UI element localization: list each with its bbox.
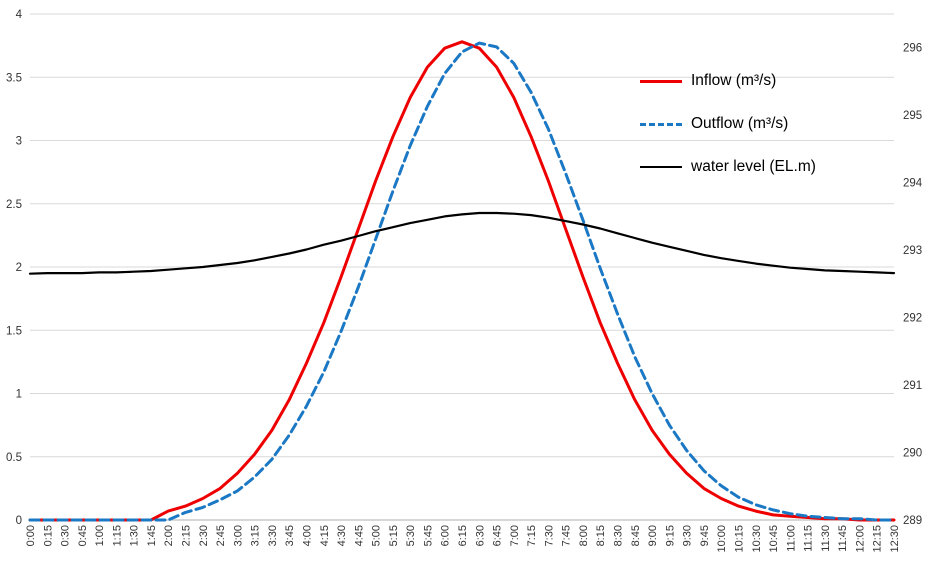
x-axis-label: 7:30 bbox=[543, 525, 555, 546]
x-axis-label: 7:00 bbox=[509, 525, 521, 546]
y-axis-right-label: 294 bbox=[903, 178, 923, 190]
y-axis-right-label: 295 bbox=[903, 110, 922, 122]
x-axis-label: 2:45 bbox=[215, 525, 227, 546]
x-axis-label: 8:15 bbox=[595, 525, 607, 546]
x-axis-label: 2:15 bbox=[181, 525, 193, 546]
y-axis-left-label: 0 bbox=[16, 515, 22, 527]
x-axis-label: 4:45 bbox=[353, 525, 365, 546]
x-axis-label: 3:00 bbox=[232, 525, 244, 546]
x-axis-label: 12:00 bbox=[854, 525, 866, 553]
x-axis-label: 6:30 bbox=[474, 525, 486, 546]
y-axis-left-label: 2.5 bbox=[6, 199, 22, 211]
x-axis-label: 10:00 bbox=[716, 525, 728, 553]
x-axis-label: 11:00 bbox=[785, 525, 797, 552]
legend: Inflow (m³/s) Outflow (m³/s) water level… bbox=[640, 72, 816, 176]
legend-label-water-level: water level (EL.m) bbox=[691, 158, 816, 175]
x-axis-label: 4:00 bbox=[302, 525, 314, 546]
water-level-line-swatch bbox=[640, 166, 682, 168]
x-axis-label: 11:45 bbox=[837, 525, 849, 552]
x-axis-label: 8:45 bbox=[630, 525, 642, 546]
x-axis-label: 6:00 bbox=[440, 525, 452, 546]
inflow-line-swatch bbox=[640, 79, 682, 83]
x-axis-label: 2:30 bbox=[198, 525, 210, 546]
x-axis-label: 8:30 bbox=[613, 525, 625, 546]
y-axis-right-label: 293 bbox=[903, 245, 922, 257]
x-axis-label: 11:30 bbox=[820, 525, 832, 552]
x-axis-label: 11:15 bbox=[803, 525, 815, 552]
x-axis-label: 0:00 bbox=[25, 525, 37, 546]
x-axis-label: 5:30 bbox=[405, 525, 417, 546]
x-axis-label: 12:30 bbox=[889, 525, 901, 553]
y-axis-left-label: 0.5 bbox=[6, 452, 22, 464]
legend-label-outflow: Outflow (m³/s) bbox=[691, 115, 789, 132]
x-axis-label: 10:45 bbox=[768, 525, 780, 553]
series-inflow-line bbox=[28, 40, 896, 522]
y-axis-left-label: 3.5 bbox=[6, 72, 22, 84]
x-axis-label: 6:15 bbox=[457, 525, 469, 546]
series-water-level-line bbox=[28, 211, 896, 275]
outflow-line-swatch bbox=[640, 122, 682, 126]
x-axis-label: 1:30 bbox=[129, 525, 141, 546]
x-axis-label: 4:30 bbox=[336, 525, 348, 546]
legend-item-inflow: Inflow (m³/s) bbox=[640, 72, 816, 90]
legend-label-inflow: Inflow (m³/s) bbox=[691, 72, 777, 89]
y-axis-left-label: 4 bbox=[16, 9, 23, 21]
y-axis-left-label: 2 bbox=[16, 262, 22, 274]
x-axis-label: 4:15 bbox=[319, 525, 331, 546]
y-axis-left-label: 3 bbox=[16, 136, 22, 148]
x-axis-label: 0:30 bbox=[60, 525, 72, 546]
x-axis-label: 8:00 bbox=[578, 525, 590, 546]
x-axis-label: 0:45 bbox=[77, 525, 89, 546]
legend-item-outflow: Outflow (m³/s) bbox=[640, 115, 816, 133]
y-axis-right-label: 296 bbox=[903, 43, 922, 55]
x-axis-label: 1:00 bbox=[94, 525, 106, 546]
x-axis-label: 10:15 bbox=[734, 525, 746, 553]
x-axis-label: 6:45 bbox=[492, 525, 504, 546]
x-axis-label: 9:15 bbox=[664, 525, 676, 546]
x-axis-label: 5:00 bbox=[371, 525, 383, 546]
y-axis-left-label: 1 bbox=[16, 389, 22, 401]
x-axis-label: 5:15 bbox=[388, 525, 400, 546]
legend-item-water-level: water level (EL.m) bbox=[640, 158, 816, 176]
x-axis-label: 7:15 bbox=[526, 525, 538, 546]
x-axis-label: 9:30 bbox=[682, 525, 694, 546]
x-axis-label: 3:15 bbox=[250, 525, 262, 546]
series-outflow-line bbox=[28, 41, 896, 522]
y-axis-right-label: 292 bbox=[903, 313, 922, 325]
y-axis-right-label: 291 bbox=[903, 380, 922, 392]
x-axis-label: 9:45 bbox=[699, 525, 711, 546]
x-axis-label: 2:00 bbox=[163, 525, 175, 546]
y-axis-right-label: 289 bbox=[903, 515, 922, 527]
y-axis-right-label: 290 bbox=[903, 448, 922, 460]
x-axis-label: 3:30 bbox=[267, 525, 279, 546]
x-axis-label: 5:45 bbox=[422, 525, 434, 546]
x-axis-label: 1:15 bbox=[111, 525, 123, 546]
x-axis-label: 9:00 bbox=[647, 525, 659, 546]
x-axis-label: 7:45 bbox=[561, 525, 573, 546]
x-axis-label: 1:45 bbox=[146, 525, 158, 546]
x-axis-label: 10:30 bbox=[751, 525, 763, 553]
x-axis-label: 12:15 bbox=[872, 525, 884, 553]
y-axis-left-label: 1.5 bbox=[6, 325, 22, 337]
x-axis-label: 0:15 bbox=[42, 525, 54, 546]
x-axis-label: 3:45 bbox=[284, 525, 296, 546]
